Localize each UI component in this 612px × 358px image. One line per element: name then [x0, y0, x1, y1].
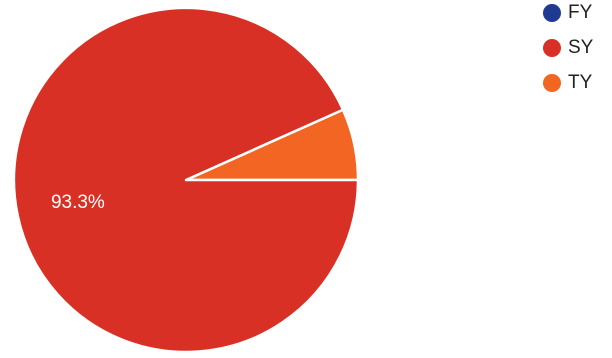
legend-label-sy: SY [568, 37, 594, 58]
pie-data-labels: 93.3% [51, 192, 105, 213]
legend-swatch-ty [543, 74, 561, 92]
pie-data-label-sy: 93.3% [51, 192, 105, 213]
pie-slice-sy [12, 6, 360, 354]
legend-item-fy: FY [543, 1, 592, 25]
pie-slices [12, 6, 360, 354]
legend-item-ty: TY [543, 71, 592, 95]
legend-label-fy: FY [568, 2, 593, 23]
legend-swatch-fy [543, 4, 561, 22]
legend-item-sy: SY [543, 36, 593, 60]
legend-swatch-sy [543, 39, 561, 57]
legend-label-ty: TY [568, 72, 593, 93]
